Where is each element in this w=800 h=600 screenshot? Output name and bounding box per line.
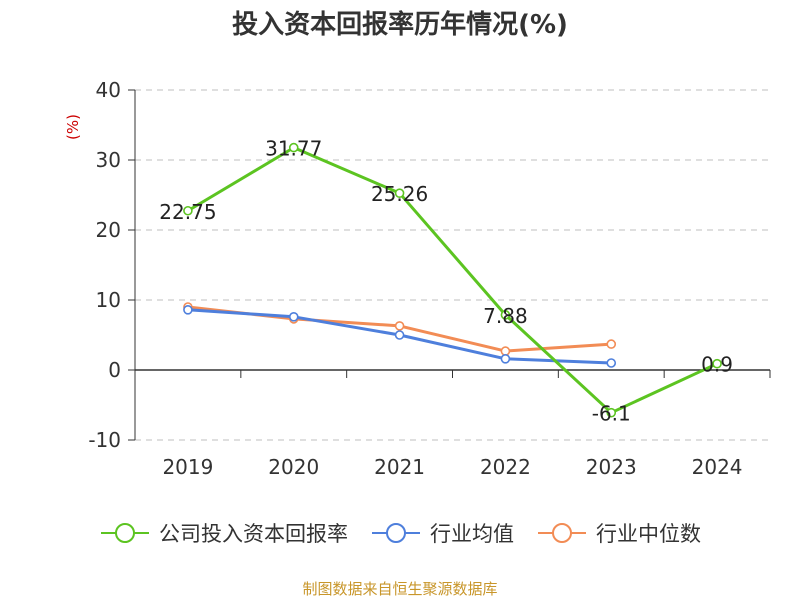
data-label: 0.9 (701, 353, 733, 377)
data-point (500, 353, 511, 364)
data-point (394, 188, 405, 198)
data-point (606, 358, 617, 368)
chart-legend: 公司投入资本回报率 行业均值 行业中位数 (0, 518, 800, 548)
legend-item-industry-mean[interactable]: 行业均值 (370, 518, 514, 548)
legend-label: 行业中位数 (596, 522, 701, 546)
data-point (288, 142, 299, 153)
chart-title: 投入资本回报率历年情况(%) (232, 10, 568, 40)
x-tick-label: 2020 (268, 455, 319, 479)
x-tick-label: 2023 (586, 455, 637, 479)
data-point (606, 407, 617, 418)
legend-line-marker-icon (372, 523, 420, 543)
data-point (394, 321, 405, 331)
data-point (288, 311, 299, 322)
y-tick-label: 20 (96, 218, 121, 242)
y-tick-label: -10 (88, 428, 121, 452)
data-point (500, 310, 511, 320)
y-tick-label: 10 (96, 288, 121, 312)
series-line (187, 146, 718, 415)
data-label: -6.1 (592, 402, 631, 426)
legend-line-marker-icon (101, 523, 149, 543)
y-tick-label: 40 (96, 78, 121, 102)
x-tick-label: 2024 (692, 455, 743, 479)
source-note: 制图数据来自恒生聚源数据库 (302, 580, 498, 598)
data-point (606, 339, 617, 349)
legend-label: 行业均值 (430, 522, 514, 546)
y-tick-label: 0 (108, 358, 121, 382)
data-label: 25.26 (371, 182, 428, 206)
data-point (394, 330, 405, 340)
data-label: 22.75 (159, 200, 216, 224)
y-axis-label: (%) (64, 114, 82, 140)
data-point (500, 346, 511, 356)
x-tick-label: 2021 (374, 455, 425, 479)
data-label: 31.77 (265, 137, 322, 161)
legend-line-marker-icon (538, 523, 586, 543)
data-point (183, 205, 193, 216)
legend-item-company-roic[interactable]: 公司投入资本回报率 (99, 518, 348, 548)
y-tick-label: 30 (96, 148, 121, 172)
legend-label: 公司投入资本回报率 (159, 522, 348, 546)
x-tick-label: 2019 (162, 455, 213, 479)
legend-item-industry-median[interactable]: 行业中位数 (536, 518, 701, 548)
data-point (183, 304, 193, 315)
data-point (712, 358, 722, 369)
x-tick-label: 2022 (480, 455, 531, 479)
data-label: 7.88 (483, 304, 528, 328)
